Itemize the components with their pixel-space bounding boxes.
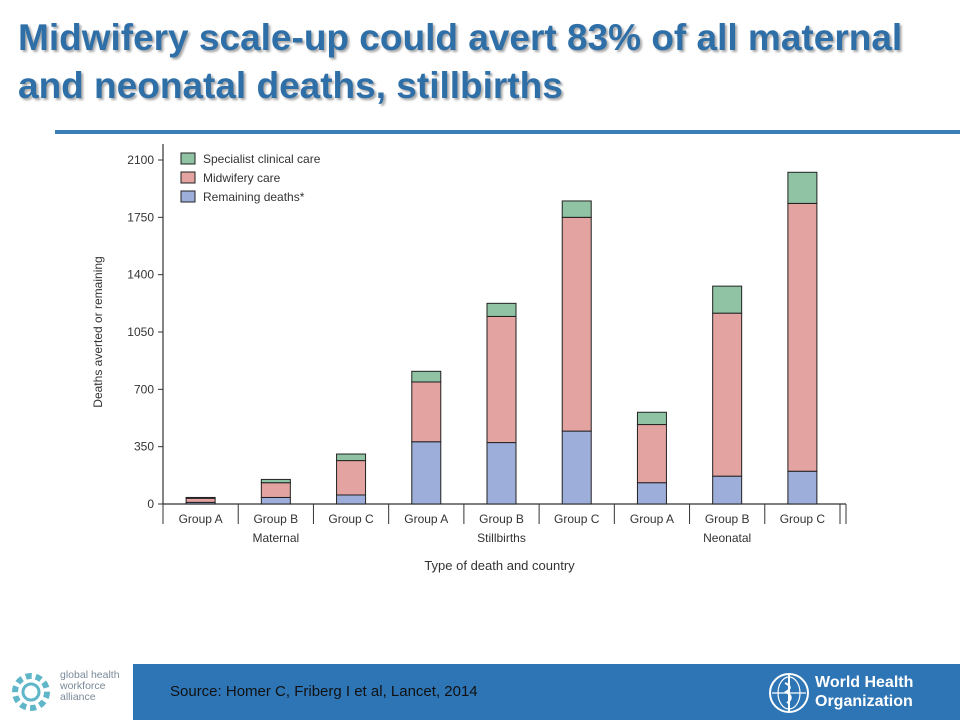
legend-swatch [180, 190, 196, 203]
labels-layer: 0 350 700 1050 1400 1750 2100 Deaths averted or… [91, 153, 825, 573]
bar-segment [486, 315, 517, 444]
bar-segment [260, 496, 291, 505]
bar-segment [336, 453, 367, 462]
bar-segment [260, 478, 291, 484]
bar-segment [636, 411, 667, 426]
legend-label: Specialist clinical care [203, 152, 321, 166]
footer-blue-band [133, 664, 960, 720]
bar-segment [561, 200, 592, 218]
bar-segment [787, 470, 818, 505]
bar-segment [486, 302, 517, 317]
y-tick-label: 350 [134, 440, 154, 454]
legend-swatch [180, 152, 196, 165]
bar-segment [411, 370, 442, 383]
category-label: Group C [328, 512, 374, 526]
y-tick-label: 1750 [127, 210, 154, 224]
bar-segment [787, 171, 818, 204]
ghwa-mark-icon [12, 673, 50, 711]
category-label: Group A [404, 512, 448, 526]
ghwa-line-1: global health [60, 669, 120, 681]
bar-segment [336, 494, 367, 505]
y-tick-label: 1050 [127, 325, 154, 339]
category-group-label: Neonatal [703, 531, 751, 545]
ghwa-logo [12, 673, 50, 711]
category-group-label: Maternal [252, 531, 299, 545]
who-wordmark: World Health Organization [815, 673, 913, 711]
y-tick-label: 1400 [127, 268, 154, 282]
ghwa-line-3: alliance [60, 691, 96, 703]
bar-segment [636, 424, 667, 484]
bar-segment [787, 202, 818, 472]
bar-segment [185, 497, 216, 503]
category-label: Group C [554, 512, 600, 526]
legend-swatch [180, 171, 196, 184]
category-label: Group C [780, 512, 826, 526]
bar-segment [486, 442, 517, 505]
category-label: Group A [630, 512, 674, 526]
who-emblem-icon [769, 673, 809, 713]
bars-layer [185, 171, 818, 505]
chart-legend: Specialist clinical care Midwifery care Re… [180, 152, 321, 204]
who-logo [769, 673, 809, 713]
category-group-label: Stillbirths [477, 531, 526, 545]
bar-segment [561, 216, 592, 432]
x-axis-title: Type of death and country [424, 558, 575, 573]
bar-segment [636, 482, 667, 505]
stacked-bar-chart: 0 350 700 1050 1400 1750 2100 Deaths averted or… [91, 144, 847, 573]
y-tick-label: 2100 [127, 153, 154, 167]
bar-segment [712, 312, 743, 477]
category-label: Group B [479, 512, 524, 526]
who-line-1: World Health [815, 674, 914, 691]
bar-segment [411, 381, 442, 443]
bar-segment [712, 285, 743, 314]
legend-label: Remaining deaths* [203, 190, 305, 204]
category-label: Group B [253, 512, 298, 526]
category-label: Group B [705, 512, 750, 526]
bar-segment [336, 460, 367, 496]
y-tick-label: 0 [147, 497, 154, 511]
bar-segment [712, 475, 743, 505]
bar-segment [411, 441, 442, 505]
y-axis-title: Deaths averted or remaining [91, 256, 105, 407]
bar-segment [185, 496, 216, 499]
who-line-2: Organization [815, 693, 913, 710]
bar-segment [561, 430, 592, 505]
source-citation: Source: Homer C, Friberg I et al, Lancet… [170, 683, 478, 700]
legend-label: Midwifery care [203, 171, 281, 185]
y-tick-label: 700 [134, 382, 154, 396]
title-rule [55, 130, 960, 134]
ghwa-wordmark: global health workforce alliance [60, 670, 120, 703]
category-label: Group A [179, 512, 223, 526]
slide-title: Midwifery scale-up could avert 83% of al… [18, 17, 903, 106]
bar-segment [260, 482, 291, 498]
ghwa-line-2: workforce [60, 680, 106, 692]
